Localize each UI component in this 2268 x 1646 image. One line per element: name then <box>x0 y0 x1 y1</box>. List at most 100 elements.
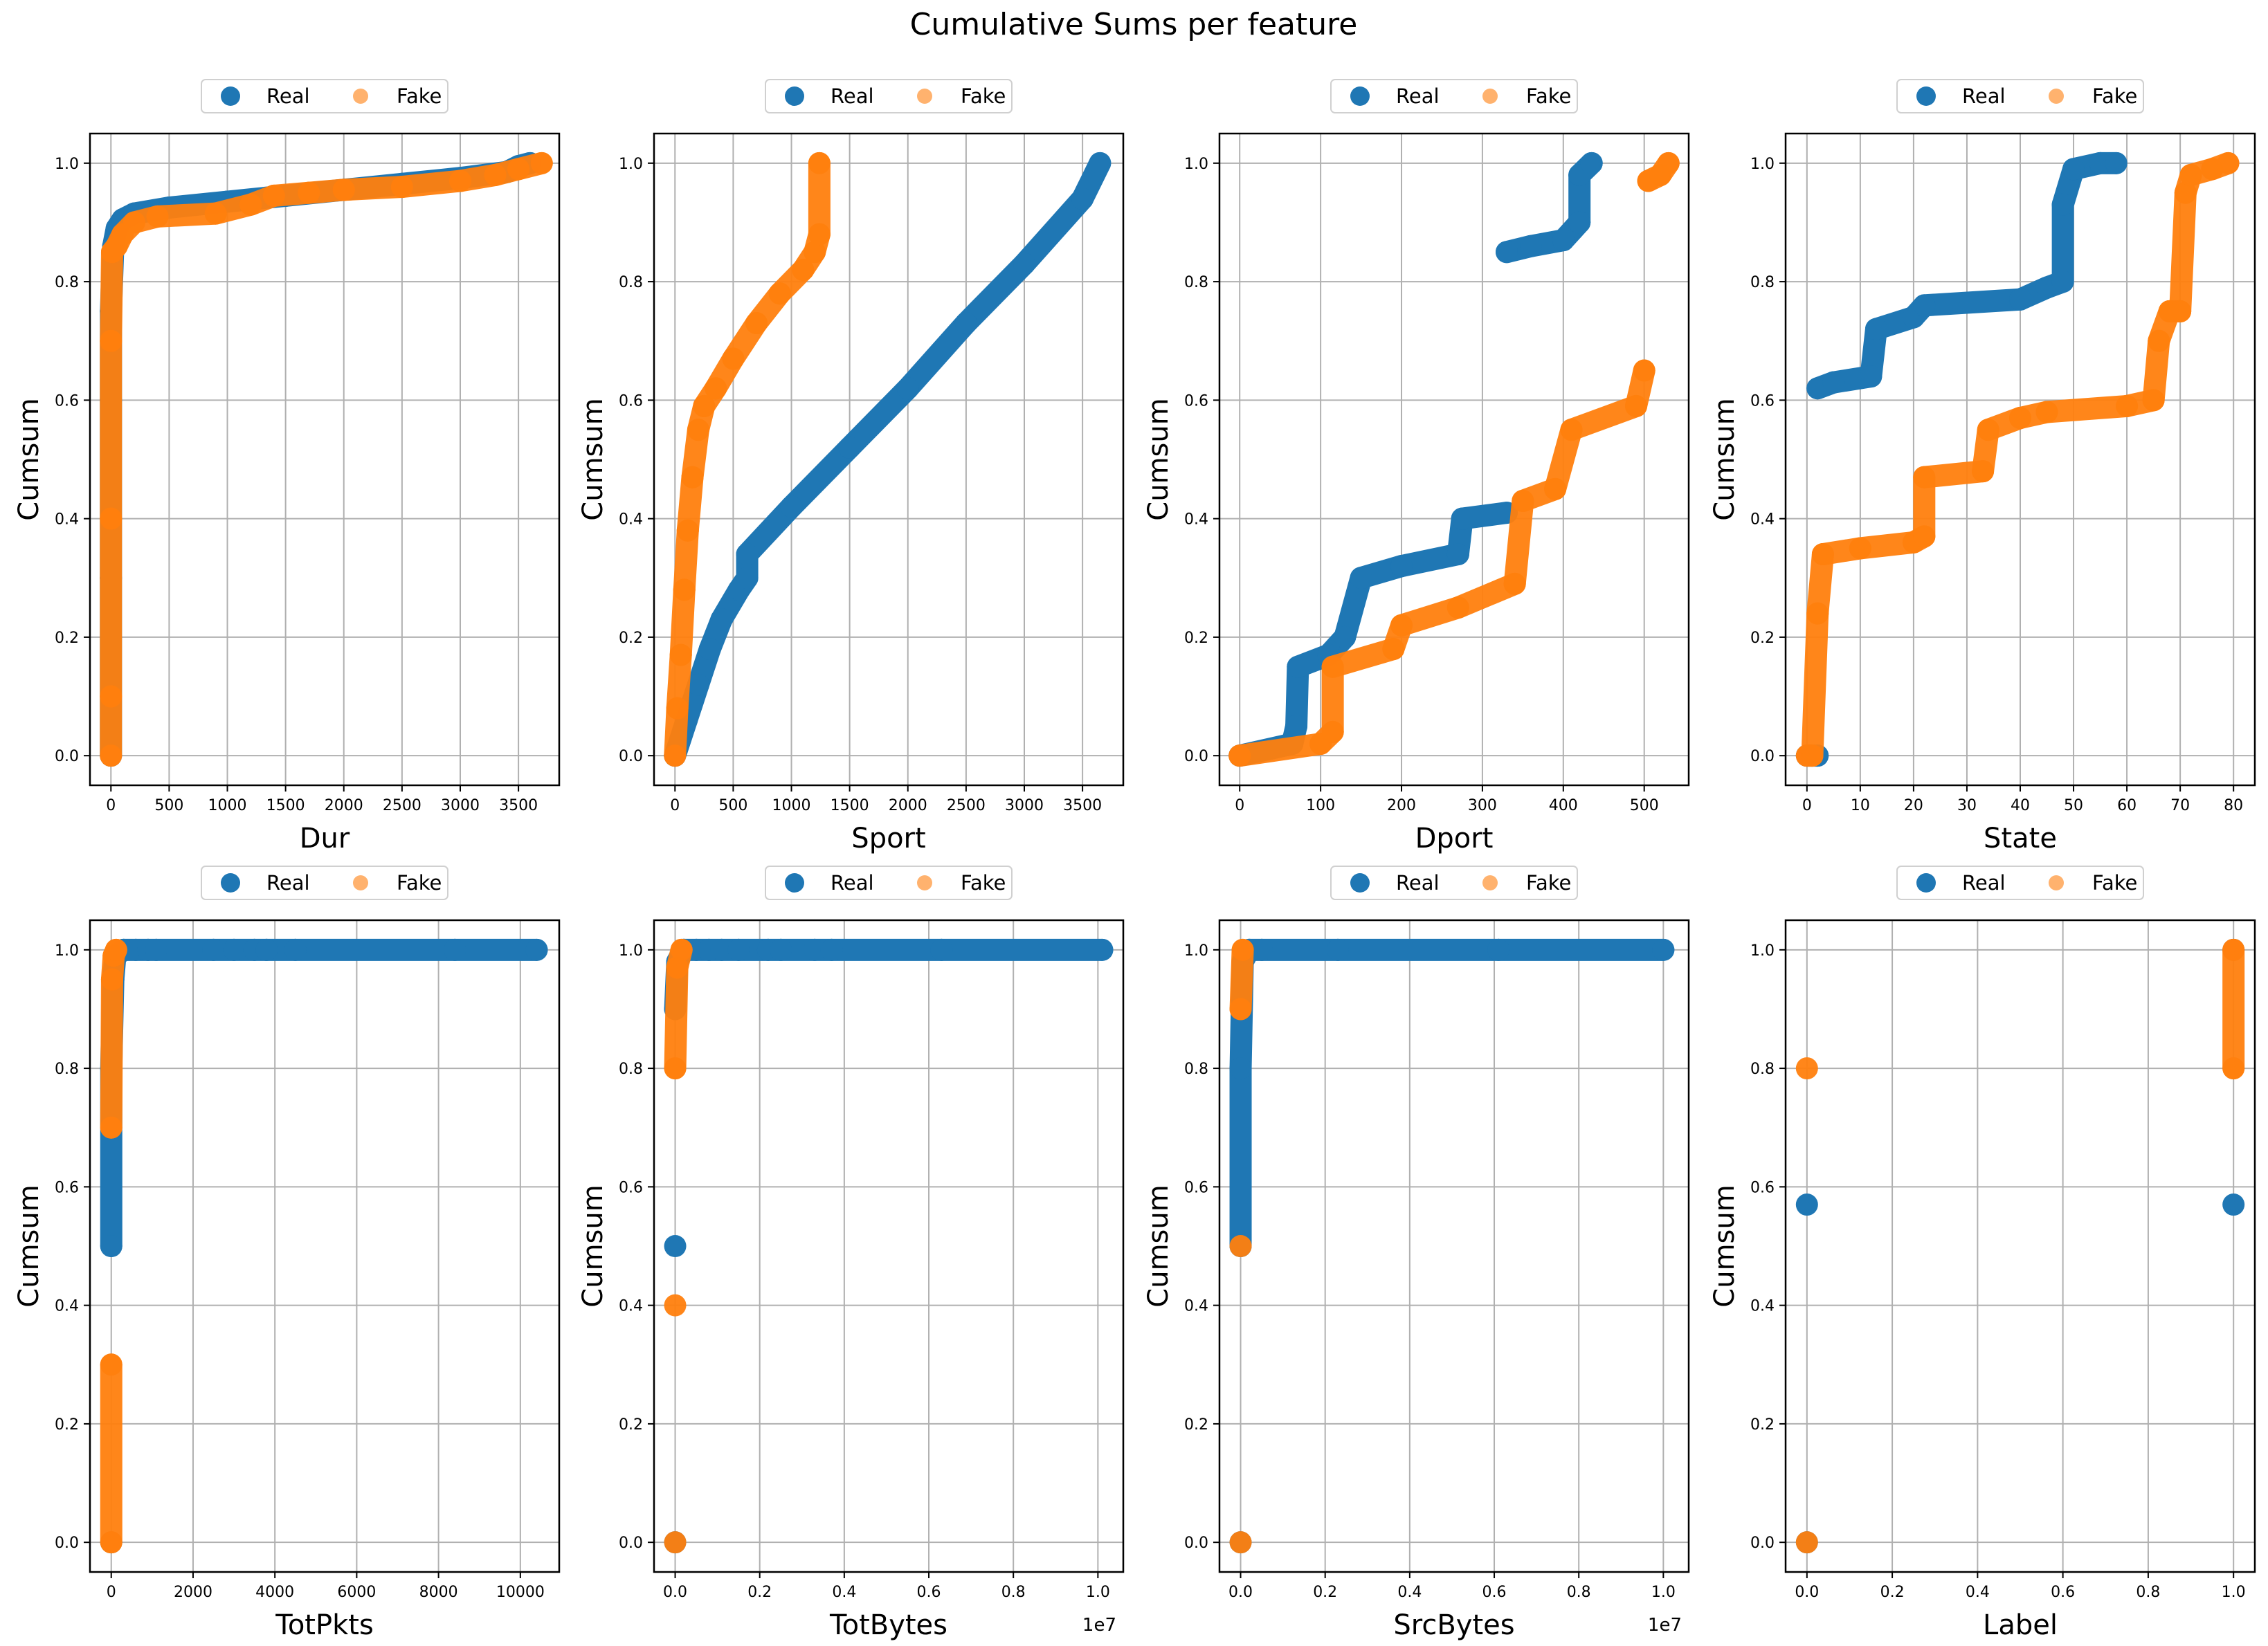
data-point <box>710 938 733 961</box>
x-axis-label: TotBytes <box>829 1609 947 1641</box>
plot-area <box>100 938 548 1554</box>
series-fake <box>100 152 553 767</box>
data-point <box>1801 744 1824 767</box>
y-tick-label: 0.2 <box>619 630 643 647</box>
subplot-srcbytes: 0.0 0.2 0.4 0.6 0.8 1.0 0.0 0.2 0.4 0.6 0.8 1.0 SrcB… <box>1143 866 1690 1641</box>
x-axis-label: TotPkts <box>275 1609 374 1641</box>
data-point <box>1229 1235 1252 1257</box>
x-tick-label: 500 <box>154 797 183 814</box>
x-tick-label: 0 <box>670 797 680 814</box>
series-fake <box>100 938 127 1554</box>
data-point <box>1327 938 1350 961</box>
data-point <box>770 938 792 961</box>
data-point <box>123 211 145 234</box>
data-point <box>736 567 759 589</box>
y-tick-label: 1.0 <box>1750 942 1775 960</box>
series-fake <box>664 938 693 1554</box>
data-point <box>1446 596 1469 619</box>
legend-label-real: Real <box>266 871 310 895</box>
x-tick-label: 1000 <box>772 797 811 814</box>
data-point <box>1382 638 1405 661</box>
data-point <box>1860 365 1883 388</box>
y-tick-label: 0.8 <box>55 274 79 291</box>
figure-title: Cumulative Sums per feature <box>910 7 1358 42</box>
data-point <box>1849 537 1871 560</box>
y-tick-label: 0.2 <box>1184 630 1208 647</box>
series-segment <box>100 241 123 352</box>
legend-box <box>1330 866 1578 900</box>
data-point <box>808 223 831 246</box>
data-point <box>930 938 953 961</box>
data-point <box>1552 229 1575 252</box>
data-point <box>1913 466 1936 488</box>
x-tick-label: 0.0 <box>663 1584 687 1601</box>
data-point <box>2116 394 2139 417</box>
x-tick-label: 20 <box>1904 797 1923 814</box>
series-fake <box>1228 152 1680 767</box>
legend-box <box>1896 79 2144 113</box>
x-axis-label: Label <box>1983 1609 2058 1641</box>
data-point <box>1390 555 1413 578</box>
series-real <box>664 938 1114 1554</box>
x-tick-label: 100 <box>1306 797 1335 814</box>
data-point <box>804 241 826 264</box>
y-axis-label: Cumsum <box>577 1185 609 1307</box>
data-point <box>664 744 687 767</box>
series-segment <box>1913 288 2031 317</box>
data-point <box>1977 419 1999 441</box>
series-segment <box>1013 188 1094 275</box>
series-real <box>1229 938 1675 1554</box>
x-tick-label: 500 <box>718 797 747 814</box>
data-point <box>525 938 548 961</box>
y-tick-label: 0.6 <box>1184 1179 1208 1196</box>
x-tick-label: 0.8 <box>1001 1584 1026 1601</box>
plot-area <box>1795 152 2240 767</box>
data-point <box>1287 655 1309 678</box>
data-point <box>1495 241 1518 264</box>
y-axis-label: Cumsum <box>1709 1185 1741 1307</box>
axes-frame <box>1784 919 2256 1573</box>
data-point <box>100 744 123 767</box>
data-point <box>530 152 553 174</box>
x-tick-label: 0.6 <box>917 1584 941 1601</box>
legend: Real Fake <box>201 866 448 900</box>
data-point <box>1229 1531 1252 1554</box>
series-segment <box>838 377 919 459</box>
x-tick-label: 1500 <box>266 797 305 814</box>
x-tick-label: 1000 <box>208 797 247 814</box>
y-tick-label: 0.0 <box>1750 748 1775 765</box>
subplot-label: 0.0 0.2 0.4 0.6 0.8 1.0 0.0 0.2 0.4 0.6 0.8 1.0 Labe… <box>1709 866 2256 1641</box>
data-point <box>262 184 285 207</box>
series-segment <box>954 253 1035 335</box>
legend-box <box>201 79 448 113</box>
data-point <box>1657 152 1680 174</box>
x-tick-label: 0.4 <box>832 1584 856 1601</box>
x-tick-label: 1.0 <box>1651 1584 1676 1601</box>
y-tick-label: 0.6 <box>1184 392 1208 410</box>
x-tick-label: 0.0 <box>1228 1584 1253 1601</box>
x-axis-label: Dport <box>1415 823 1494 854</box>
legend-marker-fake <box>2049 875 2064 890</box>
data-point <box>664 1531 687 1554</box>
data-point <box>1334 625 1357 648</box>
legend-box <box>765 79 1013 113</box>
legend-marker-fake <box>1482 875 1498 890</box>
x-tick-label: 60 <box>2117 797 2137 814</box>
axes-frame <box>653 132 1125 787</box>
data-point <box>2051 271 2074 293</box>
y-tick-label: 0.0 <box>619 748 643 765</box>
series-real <box>100 938 548 1554</box>
legend-label-real: Real <box>1962 871 2006 895</box>
x-tick-label: 2000 <box>889 797 927 814</box>
series-segment <box>1560 394 1648 441</box>
y-tick-label: 0.0 <box>55 748 79 765</box>
y-tick-label: 0.4 <box>55 511 79 529</box>
data-point <box>204 202 227 225</box>
data-point <box>1544 477 1567 500</box>
legend: Real Fake <box>765 79 1013 113</box>
y-tick-label: 0.4 <box>1184 511 1208 529</box>
subplot-dport: 0 100 200 300 400 500 0.0 0.2 0.4 0.6 0.8 1.0 Dport C… <box>1143 79 1690 854</box>
data-point <box>1321 720 1344 743</box>
x-axis-label: SrcBytes <box>1393 1609 1514 1641</box>
data-point <box>2089 152 2112 174</box>
